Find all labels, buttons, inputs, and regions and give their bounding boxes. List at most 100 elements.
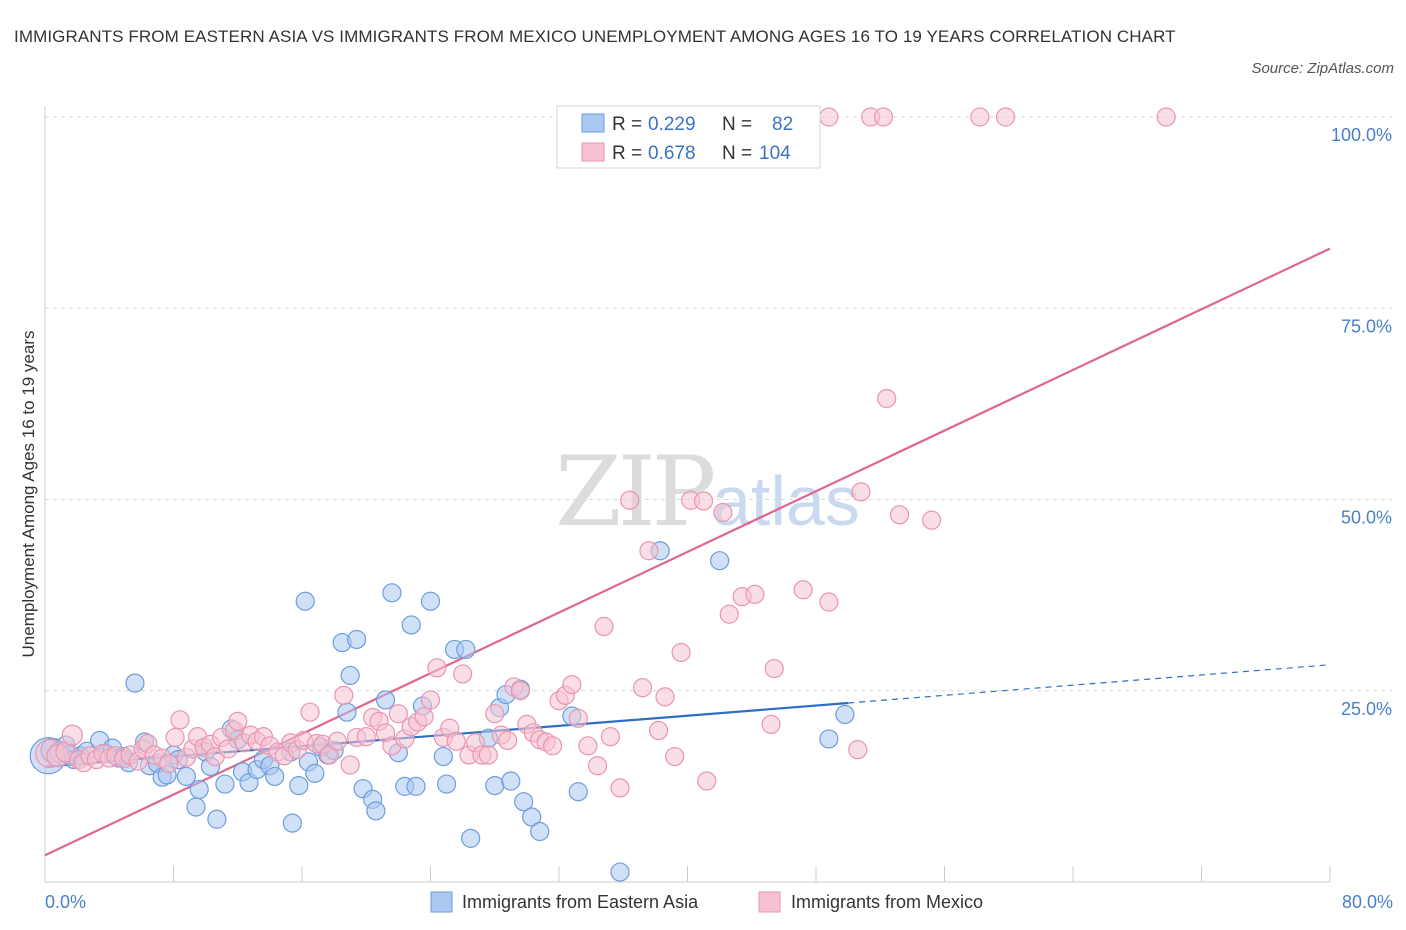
legend-r-label-blue: R = [612,114,642,135]
x-tick-label-1: 80.0% [1342,892,1393,912]
mexico-point-98 [713,502,733,523]
mexico-point-92 [655,687,675,707]
legend-swatch-blue [581,113,605,133]
eastern-asia-point-73 [522,807,542,827]
watermark-atlas: atlas [712,462,860,540]
eastern-asia-point-74 [530,821,550,842]
eastern-asia-point-14 [125,673,145,693]
trendline-eastern-asia-extension [848,664,1331,704]
mexico-point-116 [995,107,1016,127]
mexico-point-83 [578,736,598,756]
series-legend: Immigrants from Eastern Asia Immigrants … [430,891,983,913]
mexico-point-91 [648,720,669,741]
mexico-point-101 [745,584,765,604]
eastern-asia-point-80 [819,729,839,749]
source-credit: Source: ZipAtlas.com [1251,60,1394,77]
eastern-asia-point-81 [835,704,855,725]
eastern-asia-point-60 [420,591,441,611]
eastern-asia-point-62 [436,774,457,794]
eastern-asia-point-38 [282,813,302,833]
mexico-point-30 [228,711,248,731]
mexico-point-86 [600,727,621,747]
eastern-asia-point-24 [189,779,209,800]
mexico-point-49 [356,727,376,747]
legend-n-label-pink: N = [722,143,752,164]
mexico-point-110 [922,510,942,530]
mexico-point-64 [453,664,473,684]
mexico-point-117 [1156,107,1176,127]
eastern-asia-point-40 [295,591,315,611]
mexico-point-96 [693,491,714,511]
legend-swatch-mexico [758,891,781,913]
legend-n-label-blue: N = [722,114,752,135]
legend-r-value-pink: 0.678 [648,143,696,164]
eastern-asia-point-76 [568,782,588,802]
eastern-asia-point-57 [401,615,421,635]
eastern-asia-point-58 [406,776,426,796]
mexico-point-87 [610,778,630,798]
stats-legend: R = 0.229 N = 82 R = 0.678 N = 104 [556,105,821,169]
eastern-asia-point-36 [265,766,285,787]
legend-n-value-pink: 104 [759,143,791,164]
eastern-asia-point-39 [289,776,309,796]
chart-title: IMMIGRANTS FROM EASTERN ASIA VS IMMIGRAN… [14,27,1176,46]
mexico-point-68 [478,745,498,765]
eastern-asia-point-42 [305,763,325,783]
mexico-point-107 [851,482,871,502]
series-mexico-points [35,107,1176,798]
mexico-point-81 [562,675,582,695]
mexico-point-88 [620,490,640,510]
mexico-point-104 [793,580,813,600]
x-tick-label-0: 0.0% [45,892,86,912]
mexico-point-3 [61,724,83,746]
mexico-point-54 [388,704,408,724]
eastern-asia-point-53 [375,690,396,710]
eastern-asia-point-72 [514,792,534,812]
mexico-point-60 [427,658,447,678]
mexico-point-71 [498,730,518,751]
mexico-point-20 [170,710,190,730]
y-tick-label-1: 50.0% [1341,508,1392,528]
mexico-point-90 [639,541,659,561]
mexico-point-105 [819,592,839,612]
mexico-point-19 [165,727,185,748]
y-tick-label-3: 100.0% [1331,125,1392,145]
legend-swatch-eastern-asia [430,891,453,913]
legend-n-value-blue: 82 [772,114,793,135]
eastern-asia-point-47 [337,702,357,722]
tick-labels: 25.0% 50.0% 75.0% 100.0% 0.0% 80.0% [45,125,1393,912]
mexico-point-41 [300,702,320,722]
legend-label-mexico: Immigrants from Mexico [791,892,983,912]
eastern-asia-point-79 [710,551,730,571]
mexico-point-28 [218,739,238,759]
eastern-asia-point-52 [366,801,386,821]
mexico-point-102 [761,714,781,735]
mexico-point-115 [970,107,990,127]
mexico-point-84 [587,756,608,776]
mexico-point-89 [632,678,653,698]
mexico-point-58 [414,707,434,727]
mexico-point-46 [334,685,354,705]
eastern-asia-point-22 [176,766,196,787]
mexico-point-99 [719,604,739,624]
mexico-point-45 [327,731,347,751]
mexico-point-109 [889,505,910,525]
eastern-asia-point-49 [347,629,367,650]
y-axis-label: Unemployment Among Ages 16 to 19 years [19,331,38,658]
mexico-point-112 [819,107,839,127]
legend-swatch-pink [581,142,605,162]
mexico-point-73 [510,681,531,701]
mexico-point-114 [873,107,894,127]
mexico-point-103 [764,658,784,679]
mexico-point-108 [877,388,897,409]
mexico-point-106 [848,740,868,760]
y-tick-label-0: 25.0% [1341,699,1392,719]
mexico-point-97 [697,771,717,791]
mexico-point-18 [159,753,179,774]
mexico-point-82 [568,708,588,728]
eastern-asia-point-67 [485,776,505,796]
eastern-asia-point-61 [433,746,453,767]
mexico-point-63 [446,731,466,751]
eastern-asia-point-65 [461,828,481,848]
